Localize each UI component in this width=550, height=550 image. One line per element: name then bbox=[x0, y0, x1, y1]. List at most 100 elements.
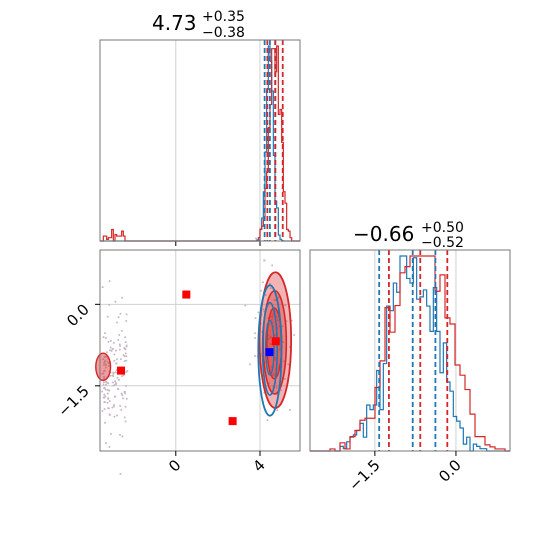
scatter-point bbox=[108, 446, 111, 449]
scatter-point bbox=[108, 280, 111, 283]
scatter-point bbox=[244, 304, 247, 307]
scatter-point bbox=[115, 321, 118, 324]
scatter-point bbox=[104, 442, 107, 445]
marker bbox=[265, 348, 274, 357]
x-tick-label: 0 bbox=[165, 456, 184, 475]
scatter-point bbox=[112, 384, 115, 387]
y-tick-label: 0.0 bbox=[63, 300, 93, 330]
scatter-point bbox=[101, 286, 104, 289]
title-p1-lower: −0.38 bbox=[202, 25, 245, 41]
scatter-point bbox=[268, 382, 271, 385]
scatter-point bbox=[276, 319, 279, 322]
scatter-point bbox=[293, 333, 296, 336]
scatter-point bbox=[105, 380, 108, 383]
scatter-point bbox=[104, 388, 107, 391]
scatter-point bbox=[283, 360, 286, 363]
scatter-point bbox=[257, 311, 260, 314]
scatter-point bbox=[105, 351, 108, 354]
scatter-point bbox=[109, 433, 112, 436]
scatter-point bbox=[123, 416, 126, 419]
scatter-point bbox=[122, 374, 125, 377]
scatter-point bbox=[106, 381, 109, 384]
scatter-point bbox=[279, 389, 282, 392]
scatter-point bbox=[103, 355, 106, 358]
scatter-point bbox=[271, 314, 274, 317]
scatter-point bbox=[102, 383, 105, 386]
marker bbox=[271, 337, 280, 346]
scatter-point bbox=[269, 342, 272, 345]
scatter-point bbox=[112, 405, 115, 408]
scatter-point bbox=[120, 329, 123, 332]
hist-p2-blue bbox=[310, 255, 510, 452]
scatter-point bbox=[114, 380, 117, 383]
scatter-point bbox=[103, 393, 106, 396]
quantile-lines-p1 bbox=[263, 40, 284, 241]
scatter-point bbox=[254, 337, 257, 340]
scatter-point bbox=[275, 315, 278, 318]
scatter-point bbox=[117, 388, 120, 391]
title-p1-upper: +0.35 bbox=[202, 9, 245, 25]
panel-p2-marginal: −1.5 0.0 −0.66 +0.50 −0.52 bbox=[309, 220, 511, 495]
scatter-point bbox=[121, 435, 124, 438]
contour bbox=[264, 319, 275, 376]
scatter-point bbox=[119, 473, 122, 476]
scatter-point bbox=[109, 339, 112, 342]
scatter-point bbox=[120, 408, 123, 411]
scatter-point bbox=[263, 259, 266, 262]
scatter-point bbox=[254, 354, 257, 357]
scatter-point bbox=[255, 237, 258, 240]
scatter-point bbox=[114, 395, 117, 398]
scatter-point bbox=[113, 359, 116, 362]
scatter-point bbox=[115, 414, 118, 417]
scatter-point bbox=[121, 296, 124, 299]
scatter-point bbox=[117, 316, 120, 319]
scatter-point bbox=[115, 349, 118, 352]
scatter-point bbox=[123, 355, 126, 358]
panel-p1-p2-joint: 0 4 0.0 −1.5 bbox=[54, 237, 301, 476]
grid-p1-marginal bbox=[175, 40, 261, 246]
scatter-point bbox=[102, 381, 105, 384]
scatter-point bbox=[278, 348, 281, 351]
title-p1-value: 4.73 bbox=[152, 11, 197, 35]
scatter-point bbox=[113, 404, 116, 407]
scatter-point bbox=[117, 338, 120, 341]
scatter-point bbox=[108, 303, 111, 306]
frame-p1-marginal bbox=[99, 39, 301, 242]
scatter-point bbox=[120, 375, 123, 378]
scatter-point bbox=[266, 419, 269, 422]
scatter-point bbox=[124, 341, 127, 344]
scatter-point bbox=[119, 344, 122, 347]
scatter-point bbox=[124, 405, 127, 408]
scatter-point bbox=[284, 304, 287, 307]
scatter-point bbox=[254, 316, 257, 319]
scatter-point bbox=[106, 388, 109, 391]
quantile-lines-p2 bbox=[378, 250, 449, 451]
scatter-point bbox=[125, 355, 128, 358]
scatter-point bbox=[106, 401, 109, 404]
scatter-point bbox=[113, 383, 116, 386]
scatter-point bbox=[124, 384, 127, 387]
scatter-point bbox=[113, 353, 116, 356]
scatter-point bbox=[278, 325, 281, 328]
scatter-point bbox=[271, 321, 274, 324]
scatter-point bbox=[101, 410, 104, 413]
scatter-point bbox=[125, 320, 128, 323]
scatter-point bbox=[271, 264, 274, 267]
contour bbox=[95, 352, 112, 382]
scatter-point bbox=[124, 420, 127, 423]
title-p2-lower: −0.52 bbox=[421, 235, 464, 251]
scatter-point bbox=[114, 371, 117, 374]
scatter-point bbox=[102, 336, 105, 339]
x-tick-label: 0.0 bbox=[435, 456, 465, 486]
scatter-point bbox=[103, 369, 106, 372]
scatter-point bbox=[111, 374, 114, 377]
scatter-point bbox=[271, 316, 274, 319]
scatter-point bbox=[283, 377, 286, 380]
scatter-point bbox=[125, 313, 128, 316]
scatter-point bbox=[110, 349, 113, 352]
scatter-point bbox=[106, 315, 109, 318]
title-p2-value: −0.66 bbox=[353, 222, 414, 246]
contour bbox=[261, 301, 279, 396]
scatter-point bbox=[254, 332, 257, 335]
scatter-point bbox=[118, 378, 121, 381]
